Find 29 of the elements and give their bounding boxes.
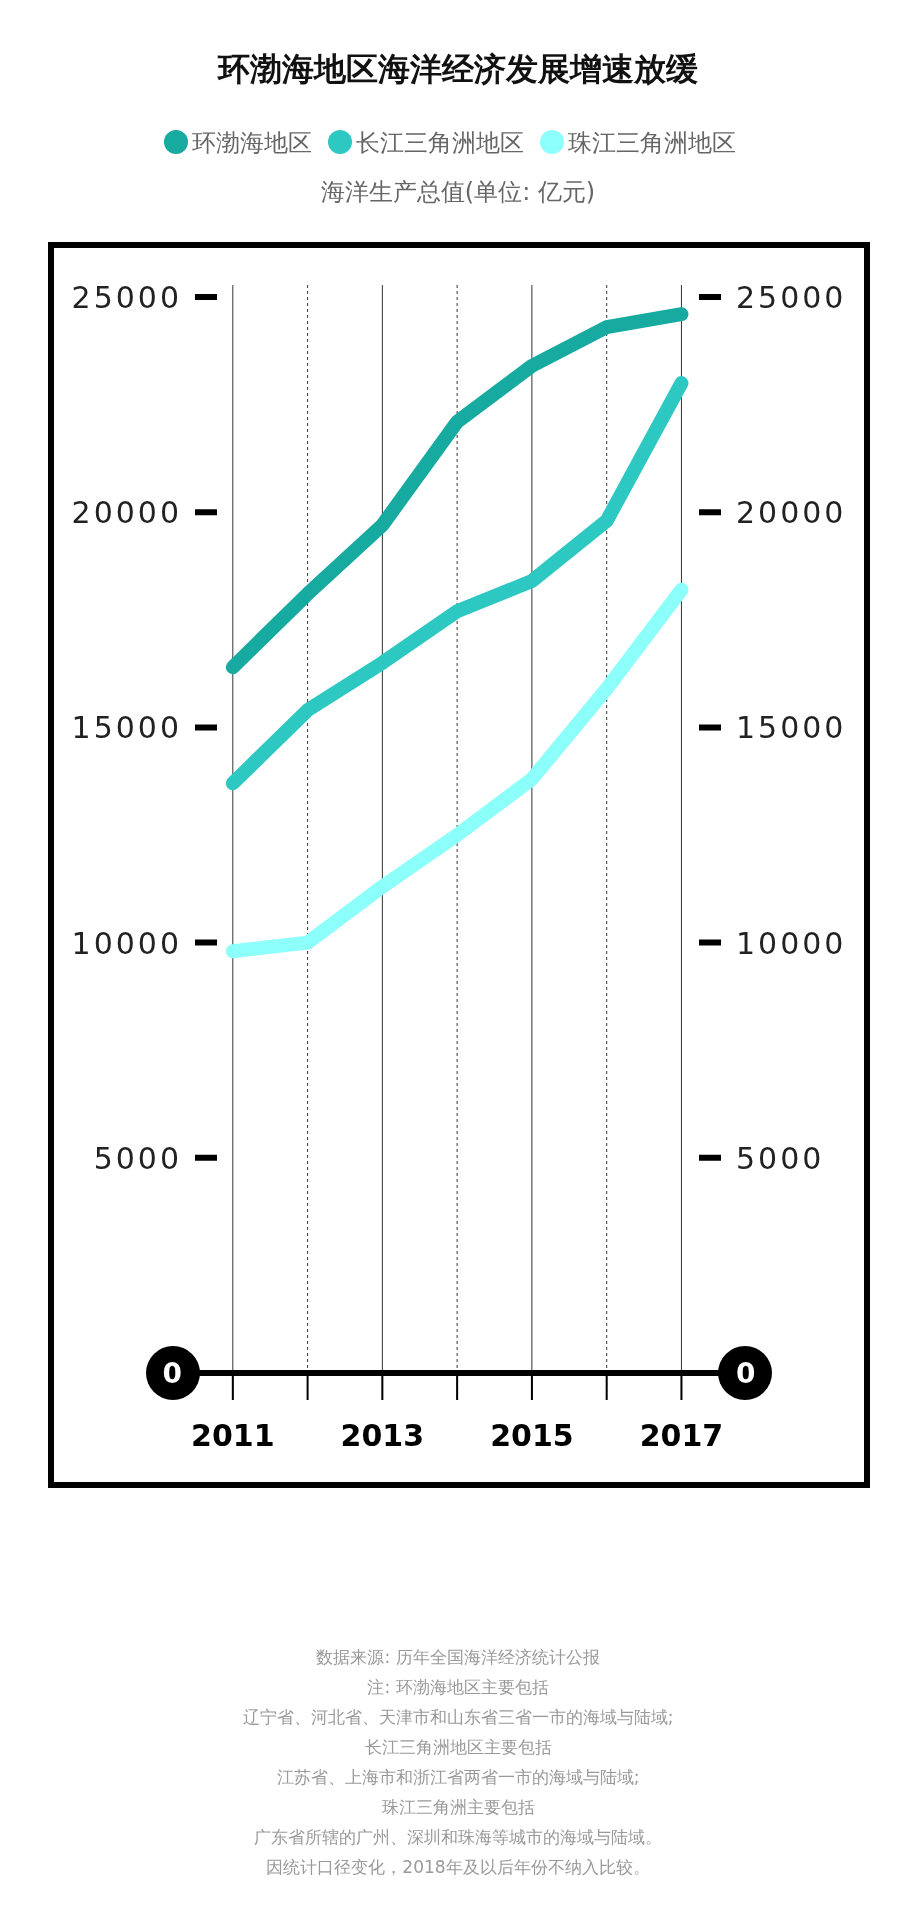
y2-tick-label: 0: [736, 1357, 756, 1390]
x-tick-label: 2017: [639, 1418, 724, 1453]
chart-subtitle: 海洋生产总值(单位: 亿元): [320, 178, 596, 206]
y2-tick-label: 25000: [736, 280, 847, 315]
text: 广东省所辖的广州、深圳和珠海等城市的海域与陆域。: [254, 1827, 662, 1847]
source-note: 数据来源: 历年全国海洋经济统计公报: [316, 1647, 600, 1667]
y2-tick-label: 15000: [736, 710, 847, 746]
text: 江苏省、上海市和浙江省两省一市的海域与陆域;: [276, 1767, 640, 1787]
legend-label: 环渤海地区: [192, 129, 312, 157]
legend-label: 珠江三角洲地区: [568, 129, 736, 157]
y-tick-label: 20000: [71, 495, 182, 531]
x-tick-label: 2011: [191, 1418, 275, 1453]
y2-tick-label: 10000: [736, 925, 847, 961]
text: 注: 环渤海地区主要包括: [367, 1677, 549, 1697]
text: 因统计口径变化，2018年及以后年份不纳入比较。: [266, 1857, 650, 1877]
y-tick-label: 5000: [93, 1140, 182, 1176]
x-tick-label: 2013: [340, 1418, 425, 1453]
text: 辽宁省、河北省、天津市和山东省三省一市的海域与陆域;: [242, 1707, 674, 1727]
y2-tick-label: 5000: [736, 1140, 825, 1176]
text: 珠江三角洲主要包括: [381, 1797, 535, 1817]
chart-title: 环渤海地区海洋经济发展增速放缓: [216, 50, 698, 88]
x-tick-label: 2015: [490, 1418, 574, 1453]
legend-label: 长江三角洲地区: [356, 129, 524, 157]
text: 长江三角洲地区主要包括: [364, 1737, 552, 1757]
y2-tick-label: 20000: [736, 495, 847, 531]
y-tick-label: 15000: [71, 710, 182, 746]
y-tick-label: 0: [162, 1357, 182, 1390]
y-tick-label: 25000: [71, 280, 182, 315]
y-tick-label: 10000: [71, 925, 182, 961]
